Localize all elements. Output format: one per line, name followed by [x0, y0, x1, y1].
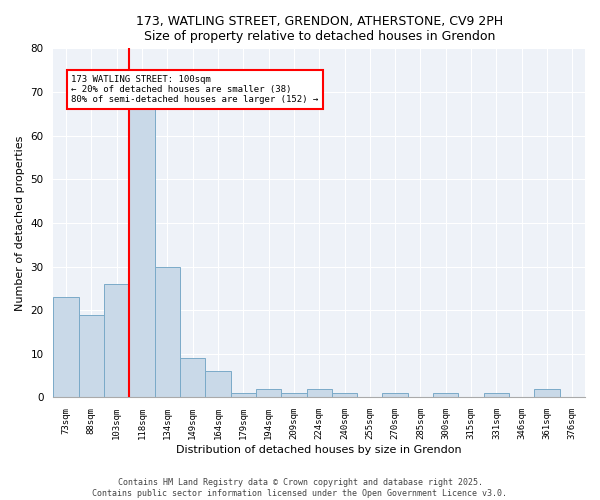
Bar — [256, 388, 281, 398]
Bar — [104, 284, 130, 398]
Bar — [155, 266, 180, 398]
Y-axis label: Number of detached properties: Number of detached properties — [15, 135, 25, 310]
Text: Contains HM Land Registry data © Crown copyright and database right 2025.
Contai: Contains HM Land Registry data © Crown c… — [92, 478, 508, 498]
Title: 173, WATLING STREET, GRENDON, ATHERSTONE, CV9 2PH
Size of property relative to d: 173, WATLING STREET, GRENDON, ATHERSTONE… — [136, 15, 503, 43]
Bar — [281, 393, 307, 398]
Bar — [79, 314, 104, 398]
Bar — [382, 393, 408, 398]
Bar — [180, 358, 205, 398]
Bar — [230, 393, 256, 398]
Bar — [484, 393, 509, 398]
X-axis label: Distribution of detached houses by size in Grendon: Distribution of detached houses by size … — [176, 445, 462, 455]
Bar — [130, 110, 155, 398]
Text: 173 WATLING STREET: 100sqm
← 20% of detached houses are smaller (38)
80% of semi: 173 WATLING STREET: 100sqm ← 20% of deta… — [71, 74, 319, 104]
Bar — [433, 393, 458, 398]
Bar — [535, 388, 560, 398]
Bar — [53, 297, 79, 398]
Bar — [307, 388, 332, 398]
Bar — [332, 393, 357, 398]
Bar — [205, 372, 230, 398]
